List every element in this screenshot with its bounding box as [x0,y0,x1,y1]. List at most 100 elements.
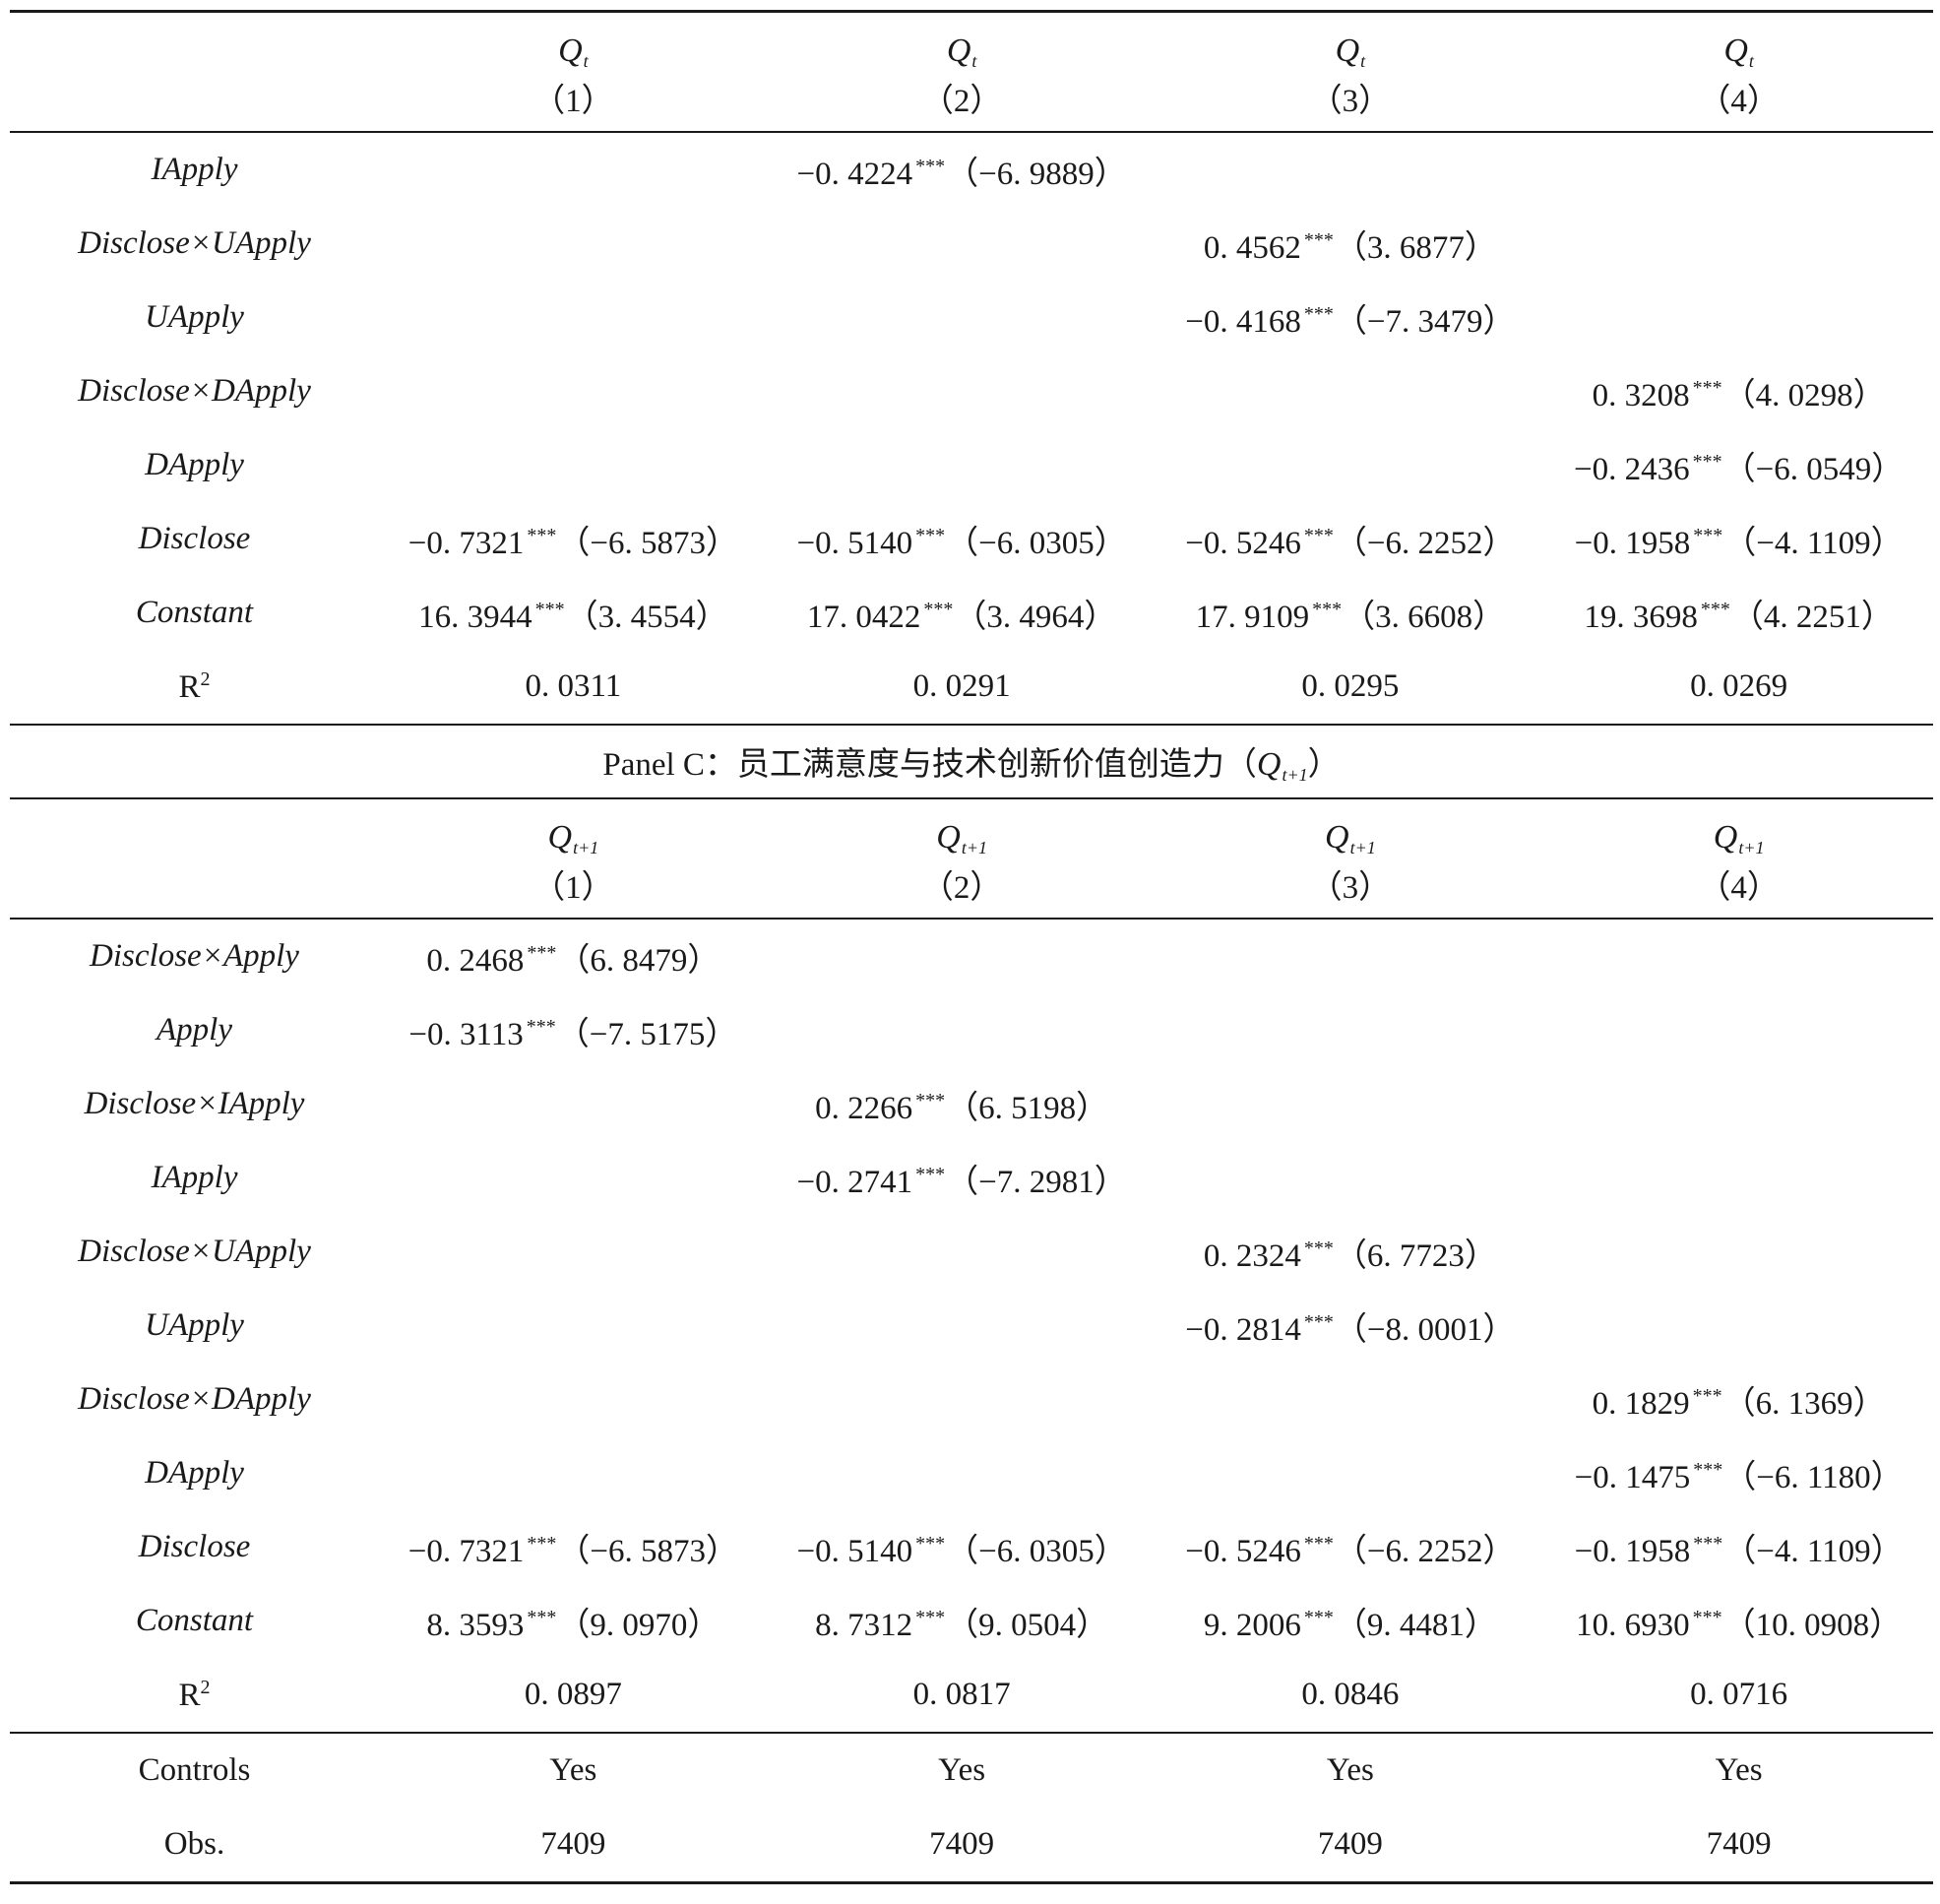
regression-table: Qt Qt Qt Qt （1） （2） （3） （4） IApply −0. 4224 ***（−6… [10,10,1933,1884]
column-number-row: （1） （2） （3） （4） [10,860,1933,919]
significance-stars: *** [915,155,946,177]
coefficient-cell [379,1363,768,1436]
coefficient-cell [379,1141,768,1215]
significance-stars: *** [1692,1606,1722,1628]
table-row: Disclose×DApply 0. 1829 ***（6. 1369） [10,1363,1933,1436]
coefficient-value: 0. 1829 [1592,1385,1690,1422]
t-statistic: （6. 5198） [946,1090,1109,1126]
significance-stars: *** [1303,1532,1334,1555]
dependent-variable: Qt [558,32,589,71]
coefficient-value: 8. 7312 [815,1607,913,1643]
coefficient-value: −0. 1958 [1574,525,1691,561]
table-row: Disclose×IApply 0. 2266 ***（6. 5198） [10,1067,1933,1141]
significance-stars: *** [1692,1384,1722,1407]
panel-title: Panel C：员工满意度与技术创新价值创造力（Qt+1） [10,724,1933,798]
coefficient-cell [1157,1067,1545,1141]
t-statistic: （−6. 2252） [1334,1533,1516,1569]
coefficient-cell [1156,131,1545,207]
row-label: DApply [145,1455,244,1491]
coefficient-cell: −0. 7321 ***（−6. 5873） [379,502,768,576]
significance-stars: *** [527,524,557,546]
column-header: Qt+1 [1544,797,1933,860]
t-statistic: （−6. 0305） [946,1533,1127,1569]
row-label: R2 [10,650,379,725]
coefficient-value: −0. 5140 [796,1533,913,1569]
column-header: Qt+1 [767,797,1157,860]
significance-stars: *** [1303,1237,1334,1259]
obs-value: 7409 [767,1808,1157,1884]
t-statistic: （−7. 3479） [1334,303,1516,340]
dependent-variable-symbol: Q [1713,819,1738,856]
significance-stars: *** [1693,1532,1723,1555]
column-header-row: Qt+1 Qt+1 Qt+1 Qt+1 [10,797,1933,860]
r-squared-value: 0. 0897 [524,1677,622,1712]
dependent-variable-symbol: Q [547,819,573,856]
significance-stars: *** [1303,1310,1334,1333]
coefficient-cell: −0. 4168 ***（−7. 3479） [1157,281,1545,354]
row-label: UApply [145,299,244,335]
row-label: Constant [135,1603,254,1638]
coefficient-cell [1544,993,1933,1067]
coefficient-cell [1157,1436,1545,1510]
coefficient-value: −0. 2741 [796,1164,913,1200]
t-statistic: （6. 1369） [1722,1385,1886,1422]
coefficient-cell [379,1289,768,1363]
t-statistic: （9. 4481） [1334,1607,1497,1643]
table-row: DApply −0. 1475 ***（−6. 1180） [10,1436,1933,1510]
column-header: Qt+1 [1156,797,1545,860]
row-label: IApply [10,131,379,207]
coefficient-cell: −0. 7321 ***（−6. 5873） [379,1510,768,1584]
coefficient-value: 17. 0422 [806,599,921,635]
coefficient-cell [767,918,1157,993]
coefficient-value: 19. 3698 [1584,599,1698,635]
t-statistic: （−4. 1109） [1723,1533,1904,1569]
row-label: Disclose [138,1529,251,1564]
t-statistic: （−6. 5873） [557,1533,738,1569]
row-label: Disclose×Apply [10,918,379,993]
coefficient-value: 10. 6930 [1576,1607,1690,1643]
coefficient-cell [1544,207,1933,281]
significance-stars: *** [1700,598,1730,620]
significance-stars: *** [1303,1606,1334,1628]
coefficient-cell: −0. 4224 ***（−6. 9889） [767,131,1157,207]
coefficient-cell [379,1215,768,1289]
column-number: （2） [920,84,1003,119]
column-header: Qt [379,10,768,74]
obs-value: 7409 [1156,1808,1545,1884]
t-statistic: （3. 4964） [954,599,1117,635]
t-statistic: （−6. 0549） [1722,451,1905,487]
coefficient-cell [379,1436,768,1510]
obs-value: 7409 [1544,1808,1933,1884]
header-stub [10,74,379,132]
coefficient-cell [768,993,1157,1067]
coefficient-cell [768,281,1157,354]
column-header: Qt [1156,10,1545,74]
dependent-variable-subscript: t [1360,51,1366,71]
coefficient-cell: 0. 1829 ***（6. 1369） [1544,1363,1933,1436]
column-number: （1） [532,84,614,119]
column-header: Qt [767,10,1157,74]
significance-stars: *** [534,598,565,620]
panel-title-row: Panel C：员工满意度与技术创新价值创造力（Qt+1） [10,724,1933,798]
coefficient-value: 17. 9109 [1195,599,1310,635]
significance-stars: *** [526,1015,556,1038]
coefficient-value: 9. 2006 [1203,1607,1301,1643]
table-row: IApply −0. 4224 ***（−6. 9889） [10,131,1933,207]
significance-stars: *** [527,941,557,964]
r-squared-symbol: R [178,668,201,705]
column-number: （4） [1698,84,1780,119]
coefficient-cell [768,1215,1157,1289]
coefficient-value: 8. 3593 [426,1607,525,1643]
panel-title-close: ） [1307,747,1341,783]
dependent-variable: Qt [1723,32,1754,71]
coefficient-cell: −0. 5246 ***（−6. 2252） [1157,1510,1545,1584]
coefficient-cell [379,207,768,281]
significance-stars: *** [915,1532,946,1555]
dependent-variable-subscript: t+1 [573,838,599,857]
t-statistic: （9. 0970） [557,1607,720,1643]
t-statistic: （4. 0298） [1722,377,1886,413]
coefficient-cell: −0. 1475 ***（−6. 1180） [1544,1436,1933,1510]
coefficient-value: 0. 3208 [1592,377,1690,413]
table-row: Disclose −0. 7321 ***（−6. 5873） −0. 5140 ***… [10,502,1933,576]
coefficient-cell: −0. 2436 ***（−6. 0549） [1544,428,1933,502]
